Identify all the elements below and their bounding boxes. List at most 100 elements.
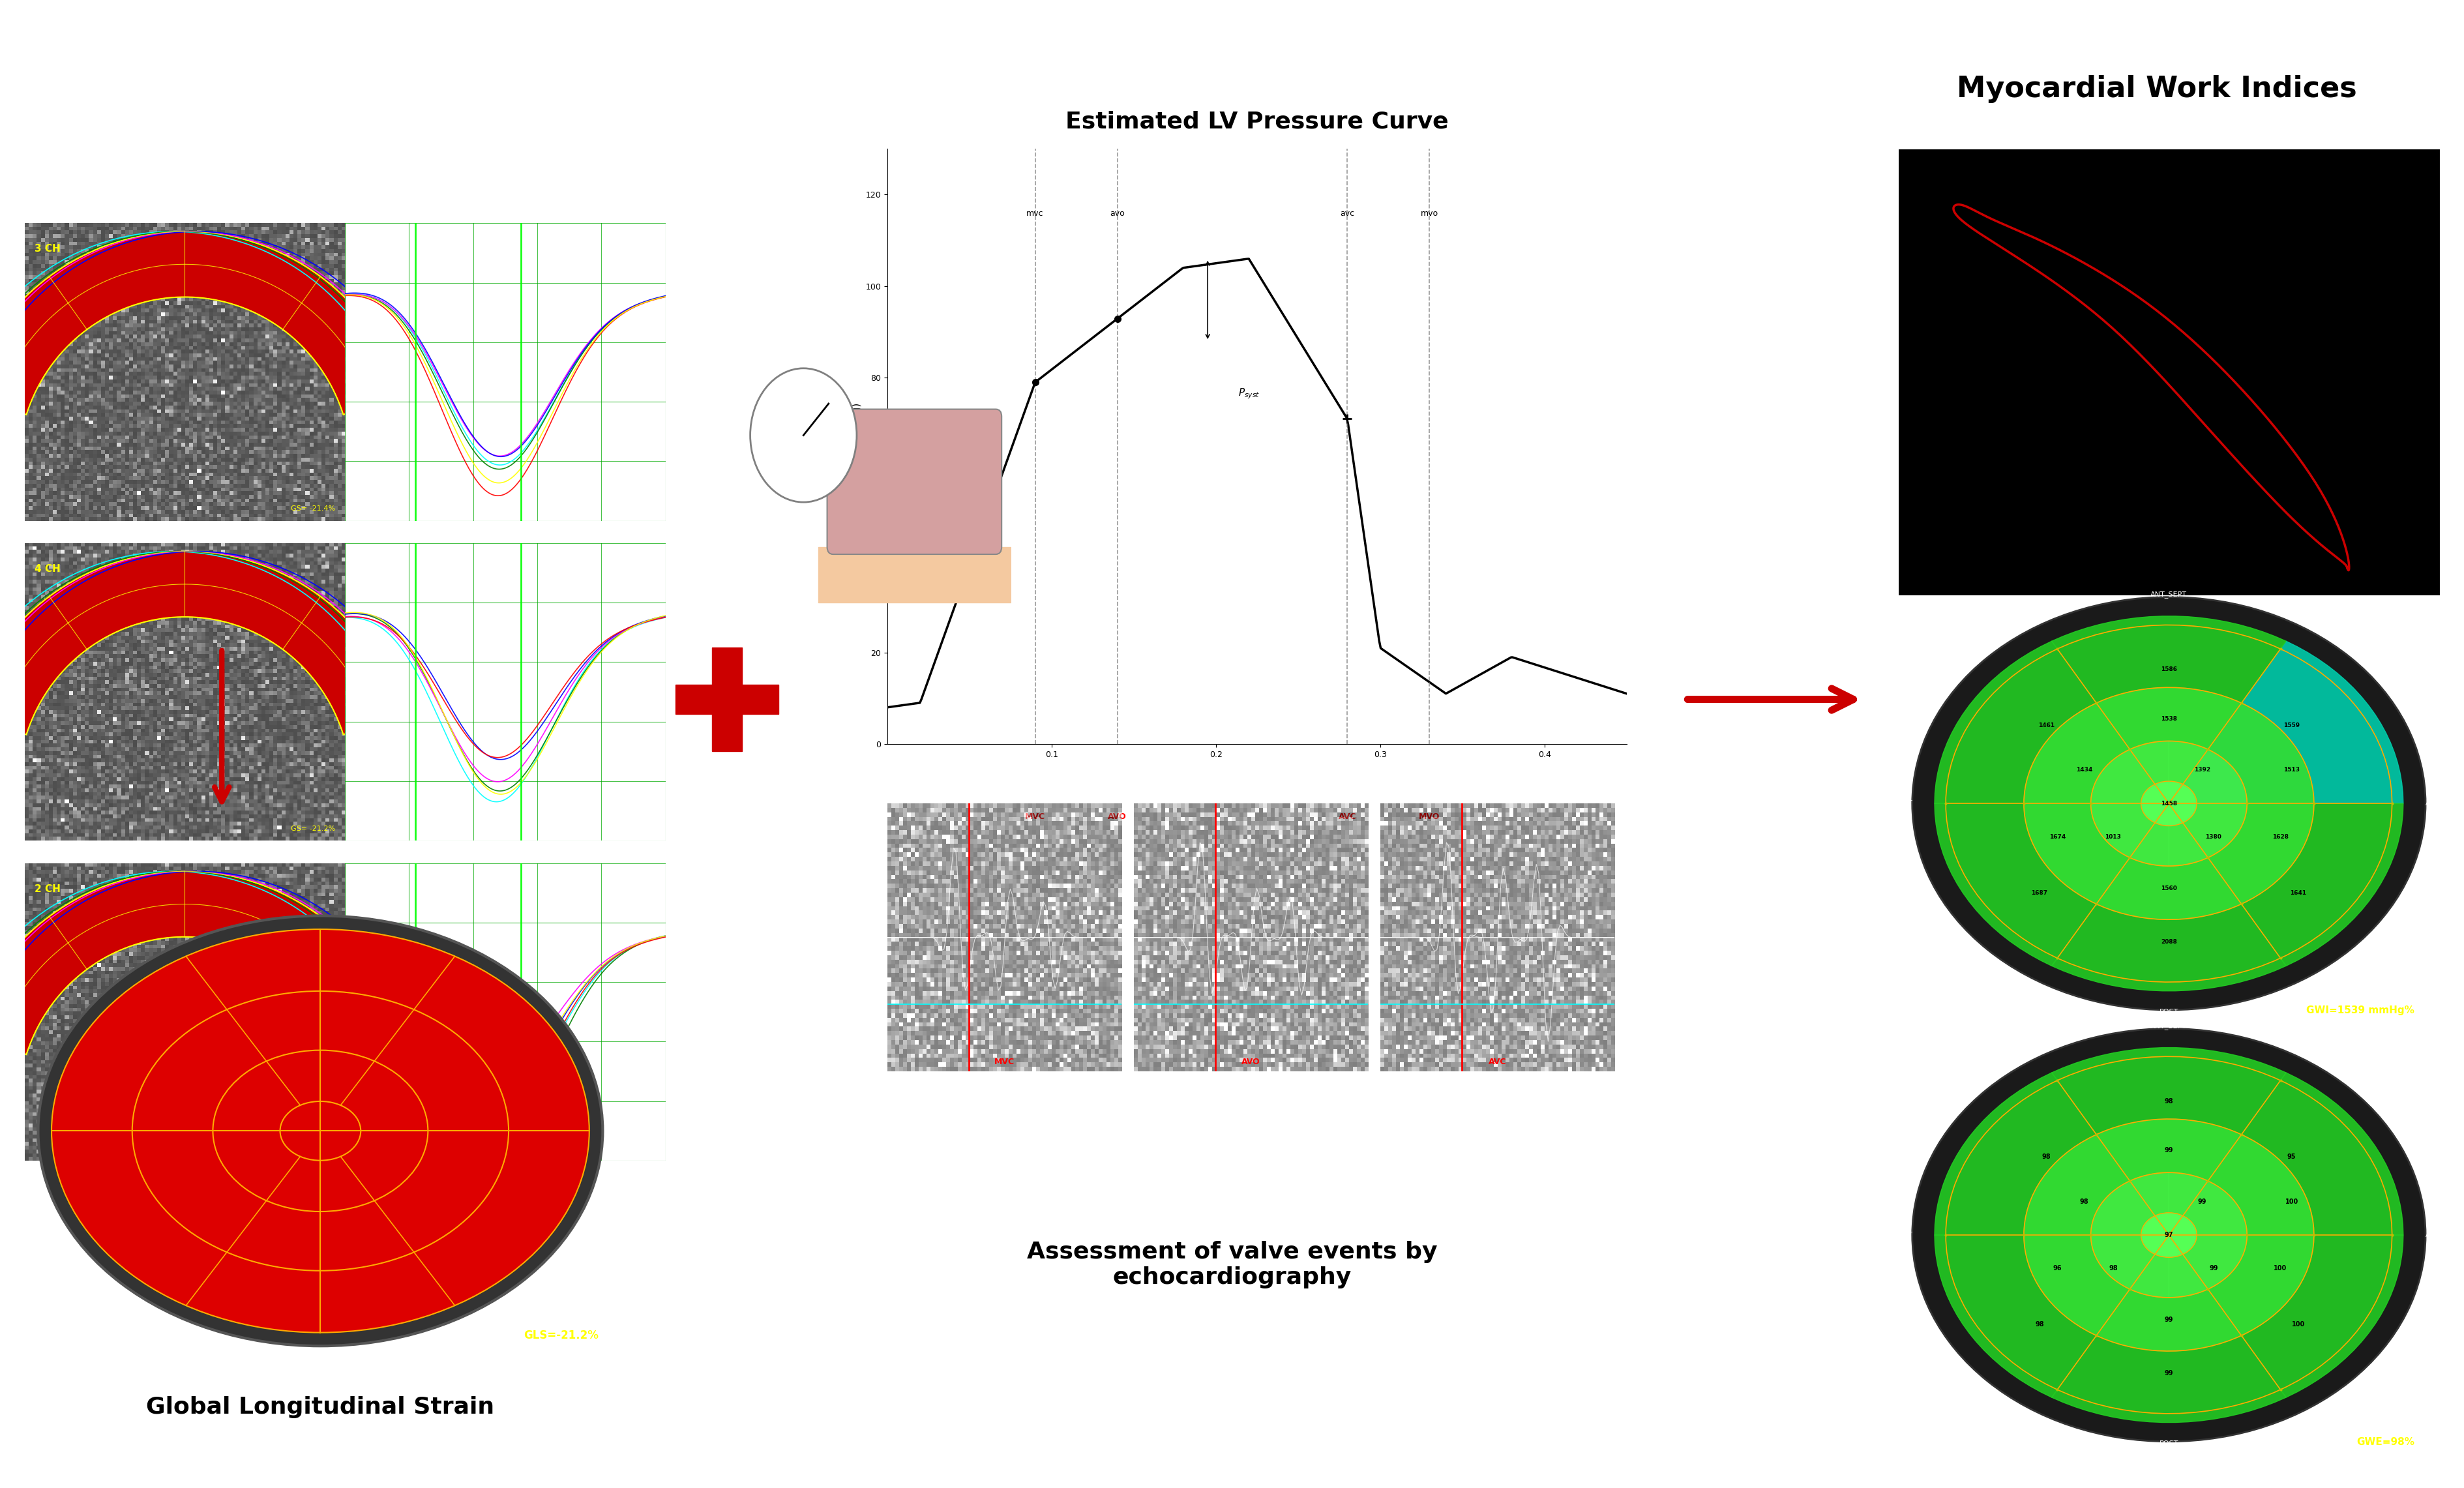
Text: $P_{syst}$: $P_{syst}$ [1237,387,1259,400]
Ellipse shape [2141,781,2195,826]
Y-axis label: Pressure (mmHg): Pressure (mmHg) [853,403,862,490]
Text: POST: POST [2158,1009,2178,1015]
Polygon shape [1934,1073,2168,1235]
Polygon shape [2050,804,2287,991]
Text: 97: 97 [2163,1232,2173,1238]
Polygon shape [2023,702,2129,804]
Text: 1013: 1013 [2104,835,2122,839]
Text: 99: 99 [2198,1198,2205,1205]
Text: mvc: mvc [1025,208,1045,217]
Polygon shape [2208,1134,2314,1235]
Ellipse shape [133,991,508,1271]
Polygon shape [2089,741,2168,804]
Text: 99: 99 [2208,1265,2218,1272]
Text: 1560: 1560 [2161,885,2176,891]
Polygon shape [0,872,404,1055]
Polygon shape [2168,804,2247,866]
Polygon shape [2089,1235,2168,1298]
Text: avc: avc [1340,208,1355,217]
Text: 4 CH: 4 CH [34,564,59,574]
Text: 98: 98 [2040,1153,2050,1161]
Polygon shape [2097,857,2240,920]
Ellipse shape [2141,1213,2195,1257]
Text: GS= -21.2%: GS= -21.2% [291,826,335,832]
Text: 99: 99 [2163,1317,2173,1323]
Text: INF: INF [1900,1344,1912,1350]
Text: ANT_SEPT: ANT_SEPT [2151,591,2186,598]
Polygon shape [2097,687,2240,750]
Text: avo: avo [1109,208,1124,217]
Text: AVO: AVO [1242,1058,1259,1065]
Text: 100: 100 [2284,1198,2296,1205]
Text: LAT: LAT [2425,912,2437,918]
Text: MVC: MVC [1025,812,1045,821]
Text: 3 CH: 3 CH [34,244,59,254]
Text: 100: 100 [2274,1265,2287,1272]
Text: 98: 98 [2035,1321,2043,1327]
Text: SEPT: SEPT [1895,801,1912,806]
Text: Myocardial Work Indices: Myocardial Work Indices [1956,76,2356,103]
Polygon shape [0,232,404,415]
Polygon shape [1934,641,2168,804]
Text: 1628: 1628 [2272,835,2289,839]
Text: POST: POST [2158,1440,2178,1446]
Text: 1641: 1641 [2289,890,2306,896]
Polygon shape [0,552,404,735]
Polygon shape [2023,1134,2129,1235]
Text: 2088: 2088 [2161,939,2176,945]
Text: 1458: 1458 [2161,801,2176,806]
Polygon shape [2050,1235,2287,1423]
Text: 1461: 1461 [2038,723,2055,728]
Text: 1538: 1538 [2161,716,2176,722]
Ellipse shape [1912,597,2425,1010]
Text: 1434: 1434 [2075,768,2092,772]
Text: 2 CH: 2 CH [34,884,59,894]
Polygon shape [2208,702,2314,804]
Polygon shape [2089,1173,2168,1235]
Text: Assessment of valve events by
echocardiography: Assessment of valve events by echocardio… [1027,1241,1437,1289]
Circle shape [749,368,857,503]
Text: INF: INF [1900,912,1912,918]
Text: 99: 99 [2163,1370,2173,1376]
Y-axis label: LVP (mmHg): LVP (mmHg) [1868,347,1875,397]
Text: ANT: ANT [2425,801,2439,806]
Text: 1513: 1513 [2282,768,2299,772]
Polygon shape [2208,804,2314,905]
X-axis label: Strain (%): Strain (%) [2149,612,2188,620]
Title: Estimated LV Pressure Curve: Estimated LV Pressure Curve [1064,110,1449,132]
Polygon shape [2168,1173,2247,1235]
FancyBboxPatch shape [828,409,1000,554]
Text: ANT: ANT [2425,1232,2439,1238]
Polygon shape [2168,1235,2247,1298]
Text: mvo: mvo [1419,208,1439,217]
Text: 1586: 1586 [2161,667,2176,673]
Text: GS= -21.0%: GS= -21.0% [291,1146,335,1152]
Text: 1392: 1392 [2193,768,2210,772]
Polygon shape [2023,804,2129,905]
Polygon shape [2050,1048,2287,1235]
Text: SEPT: SEPT [1895,1232,1912,1238]
Text: MVO: MVO [1419,812,1439,821]
Text: 96: 96 [2053,1265,2062,1272]
Polygon shape [2089,804,2168,866]
Text: 98: 98 [2163,1098,2173,1104]
Polygon shape [2208,1235,2314,1336]
Text: GLS=-21.2%: GLS=-21.2% [522,1329,599,1341]
Polygon shape [2168,1235,2402,1397]
Text: AVO: AVO [1109,812,1126,821]
Polygon shape [2097,1289,2240,1351]
Text: 1687: 1687 [2030,890,2048,896]
Text: GS= -21.4%: GS= -21.4% [291,506,335,512]
Ellipse shape [212,1051,429,1211]
Text: GWI=1539 mmHg%: GWI=1539 mmHg% [2306,1006,2415,1015]
Text: 1559: 1559 [2282,723,2299,728]
Polygon shape [1934,1235,2168,1397]
Text: 100: 100 [2292,1321,2304,1327]
Text: GWE=98%: GWE=98% [2356,1437,2415,1446]
Text: 99: 99 [2163,1147,2173,1153]
Text: Global Longitudinal Strain: Global Longitudinal Strain [145,1396,495,1418]
Polygon shape [2168,1073,2402,1235]
Ellipse shape [37,915,604,1347]
Text: 95: 95 [2287,1153,2296,1161]
Polygon shape [2023,1235,2129,1336]
